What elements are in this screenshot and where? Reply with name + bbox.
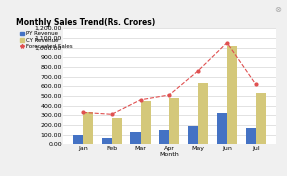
Bar (227, 46, 237, 144)
Bar (169, 98, 179, 144)
Bar (188, 126, 198, 144)
Legend: PY Revenue, CY Revenue, Forecasted Sales: PY Revenue, CY Revenue, Forecasted Sales (19, 31, 73, 50)
Bar (102, 138, 112, 144)
Bar (256, 93, 266, 144)
Bar (198, 83, 208, 144)
X-axis label: Month: Month (160, 152, 179, 157)
Text: Monthly Sales Trend(Rs. Crores): Monthly Sales Trend(Rs. Crores) (16, 18, 156, 27)
Bar (141, 101, 151, 144)
Bar (73, 135, 83, 144)
Bar (159, 130, 169, 144)
Bar (246, 128, 256, 144)
Bar (112, 118, 122, 144)
Bar (83, 112, 93, 144)
Bar (217, 113, 227, 144)
Bar (130, 132, 141, 144)
Text: ⊗: ⊗ (274, 5, 281, 14)
